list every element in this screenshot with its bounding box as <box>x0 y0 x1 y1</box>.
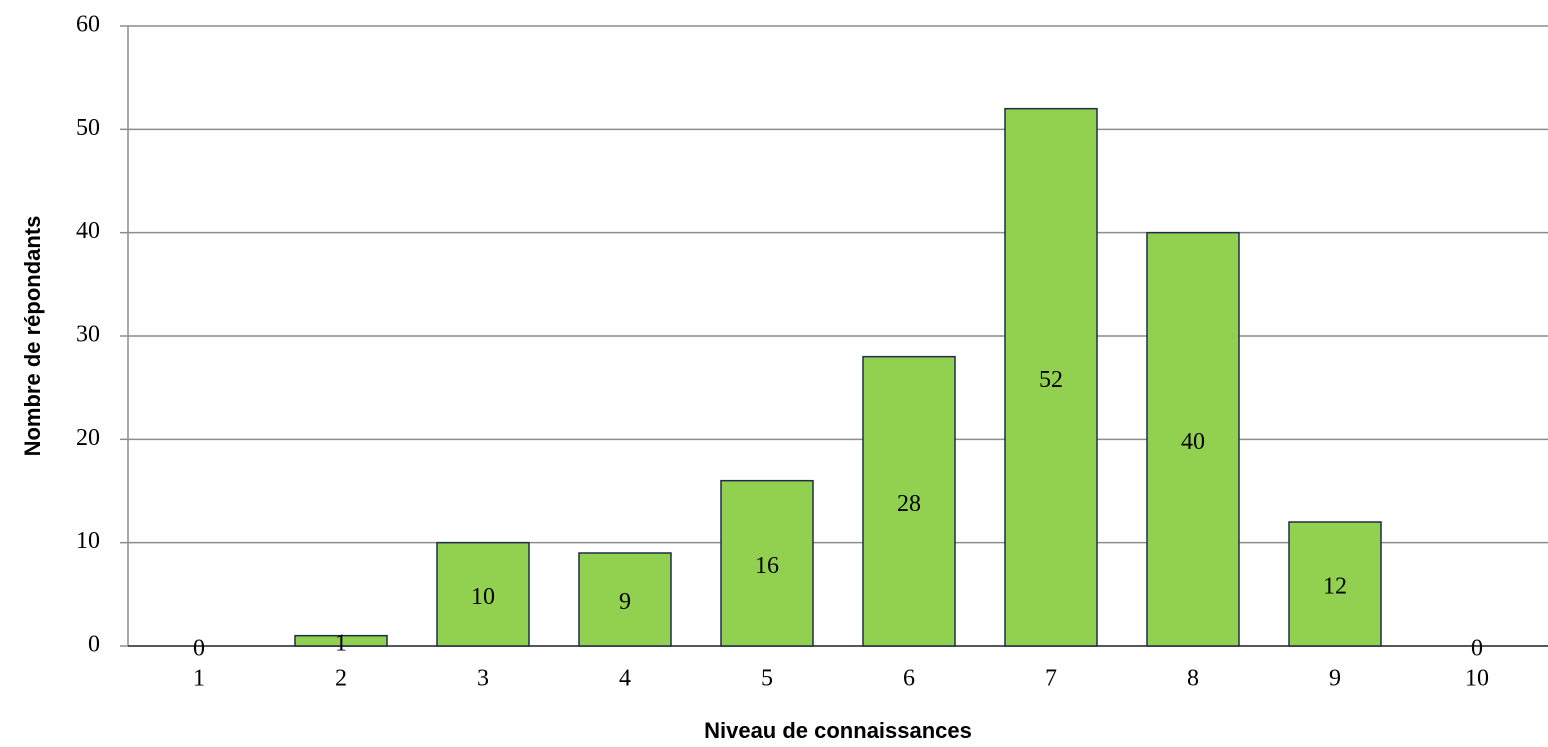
x-tick-label: 7 <box>1045 666 1057 692</box>
x-tick-label: 9 <box>1329 666 1341 692</box>
y-tick-label: 20 <box>76 425 100 451</box>
data-label: 9 <box>619 589 631 615</box>
x-tick-label: 10 <box>1465 666 1489 692</box>
x-tick-label: 1 <box>193 666 205 692</box>
bar <box>436 541 530 647</box>
y-axis-title: Nombre de répondants <box>20 216 45 457</box>
data-label: 28 <box>897 491 921 517</box>
data-label: 0 <box>1471 636 1483 662</box>
data-label: 12 <box>1323 574 1347 600</box>
x-tick-label: 6 <box>903 666 915 692</box>
x-axis-title: Niveau de connaissances <box>704 718 972 743</box>
bar <box>1288 521 1382 647</box>
bar <box>862 355 956 647</box>
bar <box>578 552 672 647</box>
y-tick-label: 30 <box>76 322 100 348</box>
data-label: 52 <box>1039 367 1063 393</box>
y-tick-label: 50 <box>76 115 100 141</box>
bar <box>294 634 388 647</box>
data-label: 16 <box>755 553 779 579</box>
y-tick-label: 60 <box>76 12 100 38</box>
y-tick-label: 0 <box>88 632 100 658</box>
x-tick-label: 3 <box>477 666 489 692</box>
y-tick-label: 40 <box>76 218 100 244</box>
y-tick-label: 10 <box>76 528 100 554</box>
data-label: 0 <box>193 636 205 662</box>
bar <box>1146 231 1240 647</box>
data-label: 1 <box>335 630 347 656</box>
x-tick-label: 4 <box>619 666 631 692</box>
data-label: 10 <box>471 584 495 610</box>
data-label: 40 <box>1181 429 1205 455</box>
bar <box>720 479 814 647</box>
x-tick-label: 8 <box>1187 666 1199 692</box>
bar <box>1004 107 1098 647</box>
x-tick-label: 5 <box>761 666 773 692</box>
x-tick-label: 2 <box>335 666 347 692</box>
